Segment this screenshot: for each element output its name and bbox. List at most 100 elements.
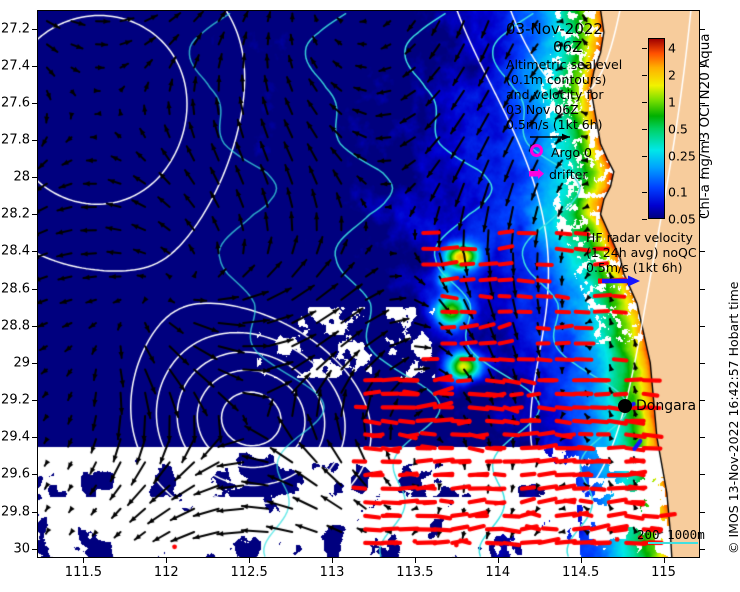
- y-axis-tick-label: 28.8: [1, 318, 30, 334]
- hf-radar-line-1: (1 24h avg) noQC: [586, 245, 697, 260]
- y-axis-tick-label: 27.4: [1, 58, 30, 74]
- y-axis-tick: [32, 177, 37, 179]
- y-axis-tick: [32, 288, 37, 290]
- x-axis-tick-label: 113.5: [396, 565, 434, 580]
- y-axis-tick-right: [700, 362, 705, 364]
- x-axis-tick: [83, 558, 85, 563]
- colorbar-tick: [642, 191, 647, 193]
- x-axis-tick-label: 113: [319, 565, 345, 580]
- y-axis-tick-label: 29: [13, 355, 30, 371]
- x-axis-tick: [332, 558, 334, 563]
- y-axis-tick-label: 27.8: [1, 132, 30, 148]
- y-axis-tick-right: [700, 140, 705, 142]
- colorbar-tick: [642, 156, 647, 158]
- drifter-marker-icon: [529, 168, 544, 179]
- y-axis-tick-label: 29.6: [1, 466, 30, 482]
- colorbar: [648, 38, 665, 219]
- argo-legend-label: Argo 0: [551, 145, 592, 160]
- y-axis-tick: [32, 474, 37, 476]
- y-axis-tick: [32, 325, 37, 327]
- argo-marker-icon: [530, 144, 543, 157]
- colorbar-tick-label: 4: [668, 40, 676, 56]
- y-axis-tick-right: [700, 251, 705, 253]
- title-time: 06Z: [553, 38, 583, 56]
- y-axis-tick: [32, 65, 37, 67]
- y-axis-tick-label: 29.2: [1, 392, 30, 408]
- scalebar-label: 200 1000m: [637, 527, 705, 542]
- title-line-3: 03 Nov 06Z: [506, 102, 579, 117]
- colorbar-tick: [642, 75, 647, 77]
- y-axis-tick: [32, 251, 37, 253]
- hf-radar-line-2: 0.5m/s (1kt 6h): [586, 260, 683, 275]
- y-axis-tick-right: [700, 400, 705, 402]
- y-axis-tick: [32, 140, 37, 142]
- y-axis-tick-label: 27.2: [1, 21, 30, 37]
- x-axis-tick: [249, 558, 251, 563]
- title-date: 03-Nov-2022: [506, 20, 603, 38]
- drifter-legend-label: drifter: [549, 167, 588, 182]
- x-axis-tick-label: 115: [651, 565, 676, 580]
- y-axis-tick: [32, 102, 37, 104]
- y-axis-tick-label: 28.2: [1, 206, 30, 222]
- y-axis-tick-right: [700, 28, 705, 30]
- velocity-scale-arrow-icon: [530, 133, 570, 141]
- title-line-1: (0.1m contours): [506, 72, 607, 87]
- y-axis-tick-label: 28: [13, 169, 30, 185]
- y-axis-tick-right: [700, 548, 705, 550]
- y-axis-tick-right: [700, 511, 705, 513]
- x-axis-tick: [166, 558, 168, 563]
- y-axis-tick-right: [700, 102, 705, 104]
- x-axis-tick: [414, 558, 416, 563]
- x-axis-tick-label: 111.5: [64, 565, 103, 580]
- colorbar-tick-label: 0.5: [668, 121, 688, 137]
- velocity-vector-overlay: [37, 10, 700, 558]
- city-marker-dongara: [618, 399, 632, 413]
- y-axis-tick-label: 29.8: [1, 504, 30, 520]
- y-axis-tick: [32, 511, 37, 513]
- y-axis-tick-right: [700, 177, 705, 179]
- credit-text: © IMOS 13-Nov-2022 16:42:57 Hobart time: [726, 281, 740, 554]
- y-axis-tick: [32, 362, 37, 364]
- colorbar-tick-label: 0.1: [668, 184, 688, 200]
- y-axis-tick-label: 28.6: [1, 281, 30, 297]
- y-axis-tick-right: [700, 325, 705, 327]
- x-axis-tick-label: 112.5: [230, 565, 268, 580]
- y-axis-tick-right: [700, 288, 705, 290]
- colorbar-tick-label: 2: [668, 67, 676, 83]
- colorbar-tick: [642, 129, 647, 131]
- y-axis-tick-label: 30: [13, 541, 30, 557]
- y-axis-tick-label: 28.4: [1, 243, 30, 259]
- x-axis-tick: [497, 558, 499, 563]
- y-axis-tick: [32, 400, 37, 402]
- hf-radar-line-0: HF radar velocity: [586, 230, 693, 245]
- y-axis-tick-right: [700, 214, 705, 216]
- colorbar-tick-label: 0.25: [668, 148, 696, 164]
- y-axis-tick-label: 29.4: [1, 429, 30, 445]
- x-axis-tick-label: 114: [485, 565, 511, 580]
- x-axis-tick-label: 112: [153, 565, 179, 580]
- y-axis-tick-right: [700, 65, 705, 67]
- y-axis-tick-right: [700, 474, 705, 476]
- title-line-4: 0.5m/s (1kt 6h): [506, 117, 603, 132]
- title-line-0: Altimetric sealevel: [506, 57, 623, 72]
- title-line-2: and velocity for: [506, 87, 604, 102]
- hf-radar-scale-arrow-icon: [598, 275, 640, 287]
- y-axis-tick: [32, 28, 37, 30]
- colorbar-tick-label: 1: [668, 94, 676, 110]
- y-axis-tick: [32, 548, 37, 550]
- city-label-dongara: Dongara: [636, 398, 697, 414]
- scalebar-line-icon: [648, 542, 698, 544]
- y-axis-tick-right: [700, 437, 705, 439]
- colorbar-title: Chl-a mg/m3 OCi N20 Aqua: [697, 33, 713, 219]
- colorbar-tick: [642, 48, 647, 50]
- y-axis-tick: [32, 214, 37, 216]
- colorbar-tick: [642, 219, 647, 220]
- colorbar-tick: [642, 102, 647, 104]
- x-axis-tick: [580, 558, 582, 563]
- y-axis-tick: [32, 437, 37, 439]
- x-axis-tick: [663, 558, 665, 563]
- colorbar-tick-label: 0.05: [668, 211, 696, 227]
- x-axis-tick-label: 114.5: [562, 565, 600, 580]
- y-axis-tick-label: 27.6: [1, 95, 30, 111]
